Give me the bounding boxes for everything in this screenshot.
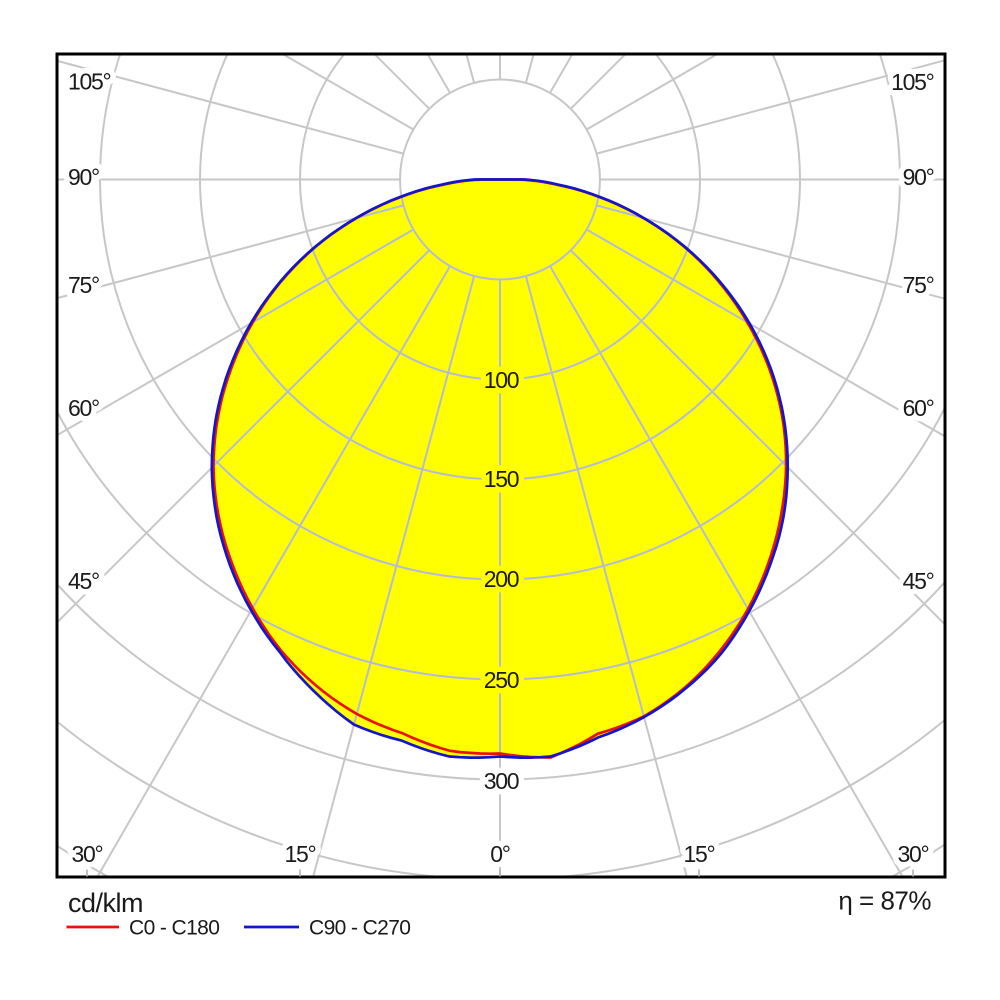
svg-text:30°: 30° — [898, 841, 929, 867]
svg-text:105°: 105° — [68, 69, 110, 95]
svg-text:C90 - C270: C90 - C270 — [309, 917, 410, 940]
svg-text:C0 - C180: C0 - C180 — [129, 917, 219, 940]
svg-text:90°: 90° — [903, 164, 934, 190]
svg-text:75°: 75° — [903, 272, 934, 298]
svg-text:150: 150 — [484, 466, 519, 492]
svg-text:105°: 105° — [891, 69, 933, 95]
svg-text:90°: 90° — [68, 164, 99, 190]
svg-text:30°: 30° — [72, 841, 103, 867]
svg-text:100: 100 — [484, 367, 519, 393]
svg-text:15°: 15° — [285, 841, 316, 867]
svg-text:45°: 45° — [903, 568, 934, 594]
svg-text:60°: 60° — [903, 395, 934, 421]
svg-text:η = 87%: η = 87% — [838, 886, 931, 916]
svg-text:250: 250 — [484, 667, 519, 693]
svg-text:60°: 60° — [68, 395, 99, 421]
svg-text:300: 300 — [484, 768, 519, 794]
svg-text:45°: 45° — [68, 568, 99, 594]
svg-text:200: 200 — [484, 566, 519, 592]
svg-text:75°: 75° — [68, 272, 99, 298]
svg-text:cd/klm: cd/klm — [68, 888, 143, 918]
svg-text:0°: 0° — [490, 841, 509, 867]
svg-text:15°: 15° — [684, 841, 715, 867]
